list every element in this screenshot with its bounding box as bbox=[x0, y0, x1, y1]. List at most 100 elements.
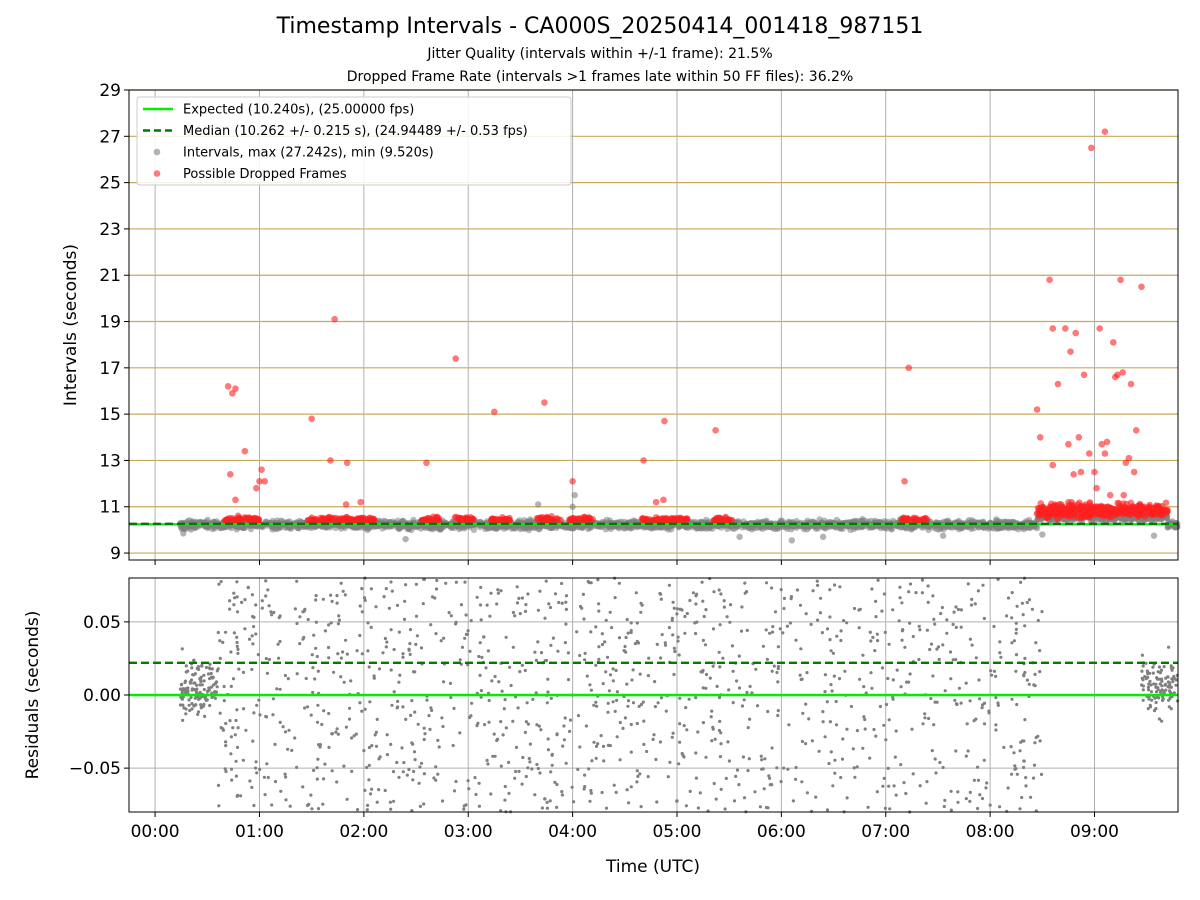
residual-point bbox=[409, 713, 413, 718]
residual-point bbox=[184, 664, 188, 668]
residual-point bbox=[318, 745, 322, 749]
residual-point bbox=[448, 681, 453, 686]
dropped-frame-point bbox=[1037, 500, 1045, 507]
residual-point bbox=[849, 704, 854, 709]
residual-point bbox=[711, 664, 715, 668]
dropped-frame-point bbox=[1120, 506, 1127, 513]
residual-point bbox=[329, 593, 333, 597]
residual-point bbox=[263, 793, 267, 797]
dropped-frame-point bbox=[1079, 509, 1087, 517]
top-panel-reference-lines bbox=[129, 522, 1178, 526]
residual-point bbox=[312, 633, 316, 637]
residual-point bbox=[618, 720, 622, 725]
residual-point bbox=[347, 706, 352, 710]
residual-point bbox=[564, 622, 568, 626]
residual-point bbox=[266, 775, 270, 780]
dropped-frame-point bbox=[1114, 371, 1121, 379]
residual-point bbox=[407, 648, 411, 652]
residual-point bbox=[402, 617, 407, 622]
residual-point bbox=[231, 726, 235, 730]
residual-point bbox=[419, 761, 424, 765]
residual-point bbox=[527, 756, 531, 761]
residual-point bbox=[218, 639, 222, 643]
residual-point bbox=[243, 627, 247, 631]
residual-point bbox=[818, 611, 823, 615]
residual-point bbox=[332, 670, 336, 674]
residual-point bbox=[570, 785, 574, 789]
residual-point bbox=[493, 674, 497, 679]
residual-point bbox=[184, 687, 188, 691]
residual-point bbox=[402, 761, 406, 765]
residual-point bbox=[770, 746, 774, 750]
residual-point bbox=[891, 608, 895, 612]
dropped-frame-point bbox=[255, 517, 262, 524]
residual-point bbox=[518, 670, 522, 674]
residual-point bbox=[929, 696, 933, 701]
residual-point bbox=[682, 724, 686, 728]
residual-point bbox=[714, 797, 718, 801]
dropped-frame-point bbox=[1061, 325, 1069, 332]
residual-point bbox=[466, 629, 470, 633]
residual-point bbox=[929, 642, 934, 646]
residual-point bbox=[335, 780, 339, 784]
dropped-frame-point bbox=[905, 364, 913, 372]
residual-point bbox=[998, 640, 1002, 644]
dropped-frame-point bbox=[901, 477, 908, 485]
dropped-frame-point bbox=[1093, 484, 1100, 492]
residual-point bbox=[954, 605, 958, 609]
residual-point bbox=[990, 673, 994, 677]
dropped-frame-point bbox=[1053, 506, 1060, 513]
residual-point bbox=[759, 754, 763, 758]
residual-point bbox=[257, 698, 261, 702]
residual-point bbox=[252, 625, 256, 629]
residual-point bbox=[526, 592, 530, 596]
residual-point bbox=[709, 715, 713, 719]
residual-point bbox=[858, 677, 862, 681]
residual-point bbox=[926, 600, 930, 605]
residual-point bbox=[883, 630, 887, 635]
residual-point bbox=[930, 749, 934, 753]
residual-point bbox=[976, 589, 981, 593]
residual-point bbox=[365, 765, 369, 770]
residual-point bbox=[918, 784, 922, 788]
residual-point bbox=[568, 718, 573, 722]
residual-point bbox=[367, 665, 371, 669]
residual-point bbox=[213, 690, 217, 694]
residual-point bbox=[492, 732, 496, 736]
residual-point bbox=[851, 747, 855, 751]
residual-point bbox=[771, 625, 775, 629]
residual-point bbox=[968, 637, 973, 641]
residual-point bbox=[224, 740, 228, 744]
dropped-frame-point bbox=[1065, 507, 1072, 514]
residual-point bbox=[1006, 786, 1010, 790]
residual-point bbox=[863, 717, 867, 722]
residual-point bbox=[959, 608, 964, 612]
dropped-frame-point bbox=[537, 514, 544, 521]
residual-point bbox=[982, 758, 986, 762]
residual-point bbox=[403, 599, 407, 603]
residual-point bbox=[1040, 610, 1044, 614]
residual-point bbox=[1010, 772, 1014, 776]
residual-point bbox=[831, 784, 835, 788]
residual-point bbox=[630, 678, 634, 682]
residual-point bbox=[699, 670, 703, 674]
residual-point bbox=[377, 757, 381, 761]
residual-point bbox=[810, 739, 815, 743]
residual-point bbox=[884, 738, 888, 742]
residual-point bbox=[742, 698, 746, 702]
dropped-frame-point bbox=[429, 516, 436, 524]
residual-point bbox=[511, 719, 515, 723]
residual-point bbox=[853, 775, 857, 779]
interval-point bbox=[822, 525, 829, 532]
residual-point bbox=[1171, 677, 1175, 681]
residual-point bbox=[478, 673, 482, 678]
residual-point bbox=[341, 589, 345, 593]
residual-point bbox=[355, 808, 360, 812]
residual-point bbox=[232, 591, 236, 595]
residual-point bbox=[615, 698, 619, 703]
residual-point bbox=[1148, 679, 1152, 683]
residual-point bbox=[449, 614, 453, 618]
residual-point bbox=[656, 701, 660, 705]
residual-point bbox=[977, 678, 981, 682]
residual-point bbox=[829, 649, 833, 653]
